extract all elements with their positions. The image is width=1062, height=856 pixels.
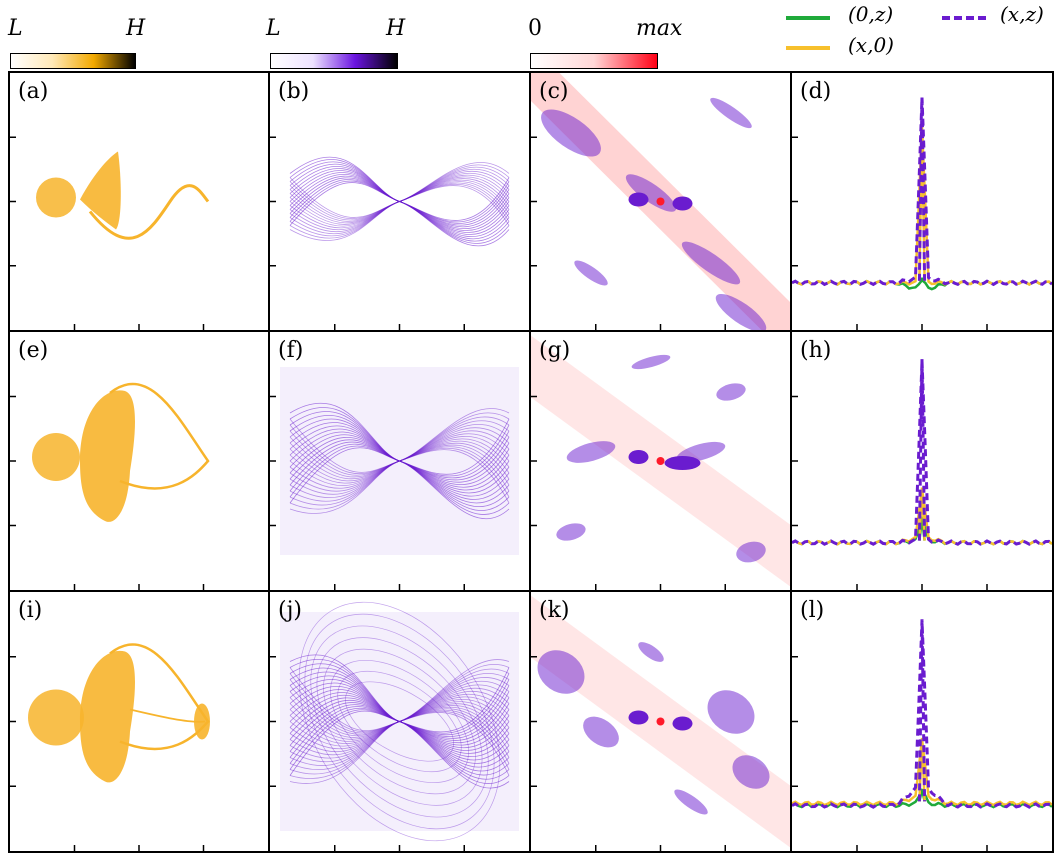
panel-label: (l) [800,598,825,623]
column-divider [268,73,270,851]
colorbar-2-high-label: H [386,16,406,41]
legend-label-xz: (x,z) [1000,2,1044,26]
panel-l: (l) [792,592,1052,851]
panel-i: (i) [10,592,268,851]
attractor-shape [28,643,210,783]
panel-label: (a) [18,79,49,104]
density-pattern [280,367,519,555]
density-pattern [289,156,510,247]
panel-label: (d) [800,79,832,104]
panel-label: (b) [278,79,310,104]
correlation-map [531,335,790,587]
correlation-map [531,595,790,848]
panel-k: (k) [531,592,790,851]
colorbar-1-high-label: H [126,16,146,41]
profile-series-x0 [792,126,1052,286]
column-divider [790,73,792,851]
colorbar-1-low-label: L [8,16,23,41]
legend-line-xz [942,16,986,20]
legend-label-x0: (x,0) [848,33,894,57]
panel-label: (i) [18,598,43,623]
colorbar-purple [270,53,398,69]
panel-label: (h) [800,338,832,363]
panel-f: (f) [270,332,529,590]
profile-series-x0 [792,487,1052,546]
panel-label: (g) [539,338,571,363]
correlation-map [531,73,790,330]
attractor-shape [36,151,210,240]
panel-label: (j) [278,598,302,623]
row-divider [10,330,1052,332]
panel-label: (k) [539,598,570,623]
panel-h: (h) [792,332,1052,590]
profile-series-xz [792,95,1052,287]
colorbar-red [530,53,658,69]
panel-c: (c) [531,73,790,330]
panel-g: (g) [531,332,790,590]
panel-e: (e) [10,332,268,590]
legend-line-0z [786,16,830,20]
row-divider [10,590,1052,592]
profile-series-xz [792,359,1052,546]
panel-d: (d) [792,73,1052,330]
profile-series-xz [792,619,1052,809]
colorbar-3-high-label: max [636,16,683,41]
colorbar-2-low-label: L [266,16,281,41]
panel-b: (b) [270,73,529,330]
legend-line-x0 [786,46,830,50]
panel-j: (j) [270,592,529,851]
panel-a: (a) [10,73,268,330]
colorbar-3-low-label: 0 [528,16,542,41]
panel-label: (c) [539,79,569,104]
figure-grid: (a) (b) (c) (d) (e) (f) (g) (h) (i) (j) (k) (l) [8,71,1054,853]
column-divider [529,73,531,851]
legend-label-0z: (0,z) [848,2,894,26]
density-pattern [280,601,519,842]
attractor-shape [32,382,210,522]
colorbar-orange [10,53,136,69]
panel-label: (e) [18,338,49,363]
panel-label: (f) [278,338,304,363]
